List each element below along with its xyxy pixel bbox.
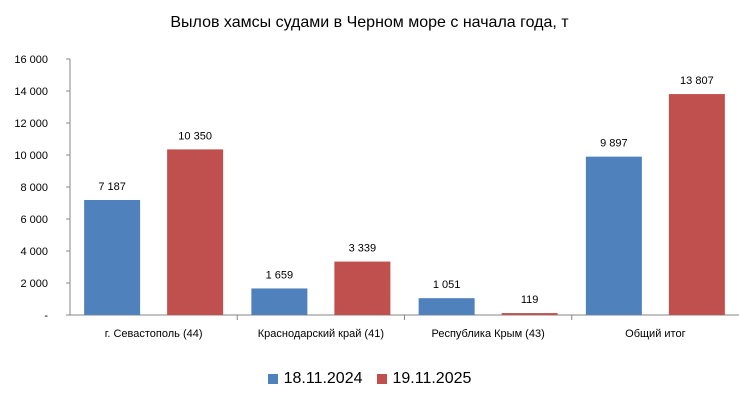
legend-item-series-1: 18.11.2024 xyxy=(267,370,363,388)
legend-swatch-series-1 xyxy=(267,374,278,384)
bar-1 xyxy=(84,200,141,315)
bar-2 xyxy=(501,313,558,315)
bar-2 xyxy=(668,94,725,315)
bar-1 xyxy=(585,156,642,315)
x-tick-label: Республика Крым (43) xyxy=(431,328,544,340)
bar-1 xyxy=(251,288,308,315)
data-label: 1 659 xyxy=(266,269,294,281)
y-tick-label: 4 000 xyxy=(20,246,48,258)
data-label: 13 807 xyxy=(680,75,714,87)
x-tick-label: Общий итог xyxy=(625,328,685,340)
bar-2 xyxy=(167,149,224,315)
legend-swatch-series-2 xyxy=(376,374,387,384)
legend-label-series-1: 18.11.2024 xyxy=(283,370,363,387)
data-label: 9 897 xyxy=(600,138,628,150)
y-tick-label: 2 000 xyxy=(20,278,48,290)
y-tick-label: 14 000 xyxy=(14,86,48,98)
chart-title: Вылов хамсы судами в Черном море с начал… xyxy=(170,14,569,31)
data-label: 1 051 xyxy=(433,279,461,291)
x-tick-label: Краснодарский край (41) xyxy=(258,328,384,340)
y-tick-label: 12 000 xyxy=(14,118,48,130)
legend-label-series-2: 19.11.2025 xyxy=(392,370,472,387)
data-label: 10 350 xyxy=(178,130,212,142)
y-tick-label: 16 000 xyxy=(14,54,48,66)
bar-1 xyxy=(418,298,475,315)
y-tick-label: 8 000 xyxy=(20,182,48,194)
chart-legend: 18.11.2024 19.11.2025 xyxy=(0,370,739,388)
y-tick-label: 6 000 xyxy=(20,214,48,226)
legend-item-series-2: 19.11.2025 xyxy=(376,370,472,388)
data-label: 3 339 xyxy=(349,243,377,255)
data-label: 119 xyxy=(521,294,539,306)
data-label: 7 187 xyxy=(98,181,126,193)
y-tick-label: 10 000 xyxy=(14,150,48,162)
x-tick-label: г. Севастополь (44) xyxy=(105,328,203,340)
bar-2 xyxy=(334,261,391,315)
y-tick-label: - xyxy=(44,310,48,322)
